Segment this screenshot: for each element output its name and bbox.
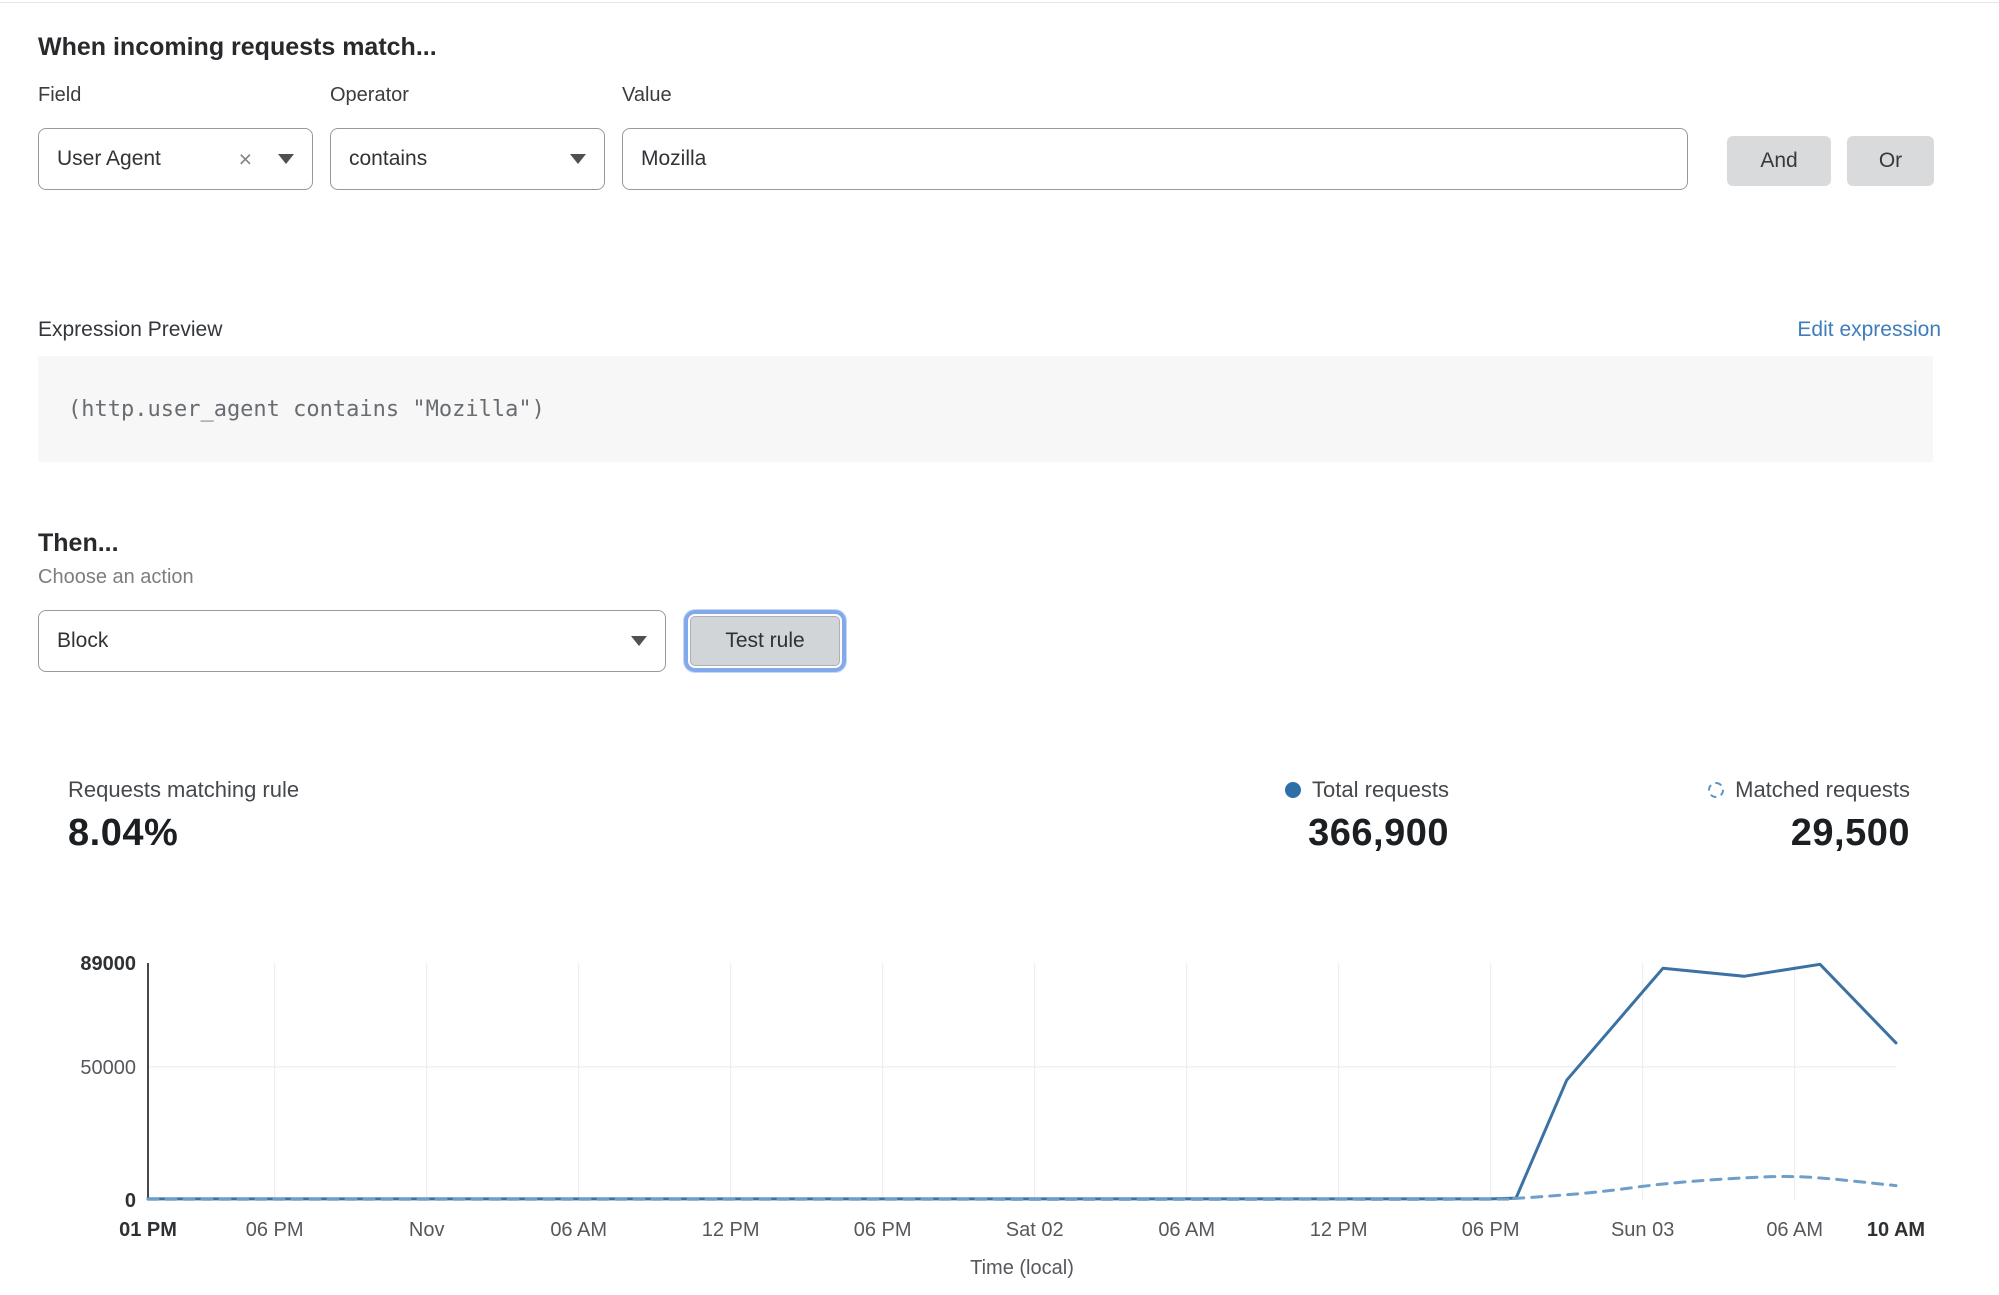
stat-label: Total requests [1312, 777, 1449, 802]
requests-chart: 0 50000 89000 01 PM 06 PM Nov 06 AM 12 PM 06 PM S… [80, 953, 1925, 1279]
stat-value: 8.04% [68, 812, 179, 854]
chart-x-tick-label: 06 AM [550, 1219, 607, 1241]
chart-x-axis-title: Time (local) [970, 1257, 1074, 1279]
page-title: When incoming requests match... [38, 32, 437, 61]
chart-line-total-requests [146, 962, 1898, 1201]
chart-x-tick-label: 06 PM [246, 1219, 304, 1241]
stat-value: 29,500 [1790, 812, 1910, 854]
or-button[interactable]: Or [1847, 136, 1934, 186]
then-title: Then... [38, 528, 119, 557]
field-select[interactable]: User Agent × [38, 128, 313, 190]
chart-y-tick-label: 89000 [80, 953, 136, 975]
test-rule-button[interactable]: Test rule [690, 616, 840, 666]
total-requests-legend-icon [1285, 782, 1302, 798]
choose-action-label: Choose an action [38, 566, 194, 588]
operator-label: Operator [330, 84, 409, 106]
operator-select-value: contains [349, 147, 428, 170]
field-select-value: User Agent [57, 147, 161, 170]
chart-line-matched-requests [146, 1174, 1898, 1201]
stat-value: 366,900 [1308, 812, 1449, 854]
chart-y-tick-label: 50000 [80, 1057, 136, 1079]
chart-x-tick-label: Sun 03 [1611, 1219, 1674, 1241]
chart-x-tick-label: 06 PM [1462, 1219, 1520, 1241]
clear-field-icon[interactable]: × [238, 145, 252, 172]
chart-x-tick-label: 12 PM [702, 1219, 760, 1241]
value-input[interactable] [622, 128, 1688, 190]
stat-matched-requests: Matched requests 29,500 [1511, 776, 1910, 855]
expression-preview-label: Expression Preview [38, 318, 223, 341]
action-select[interactable]: Block [38, 610, 666, 672]
stat-total-requests: Total requests 366,900 [1000, 776, 1449, 855]
chart-y-tick-label: 0 [125, 1190, 136, 1212]
action-select-value: Block [57, 629, 109, 652]
chart-x-tick-label: 12 PM [1310, 1219, 1368, 1241]
chevron-down-icon [278, 154, 294, 164]
stat-label: Requests matching rule [68, 777, 300, 802]
chart-x-tick-label: 10 AM [1867, 1219, 1925, 1241]
matched-requests-legend-icon [1708, 782, 1725, 798]
and-button[interactable]: And [1727, 136, 1831, 186]
chart-x-tick-label: Sat 02 [1006, 1219, 1064, 1241]
value-label: Value [622, 84, 672, 106]
top-divider [0, 2, 1999, 3]
chart-x-tick-label: 06 AM [1158, 1219, 1215, 1241]
chevron-down-icon [631, 636, 647, 646]
chart-x-tick-label: 01 PM [119, 1219, 177, 1241]
edit-expression-link[interactable]: Edit expression [1797, 318, 1941, 341]
stat-label: Matched requests [1735, 777, 1910, 802]
stat-requests-matching-rule: Requests matching rule 8.04% [68, 776, 299, 855]
field-label: Field [38, 84, 82, 106]
expression-code: (http.user_agent contains "Mozilla") [68, 396, 545, 422]
operator-select[interactable]: contains [330, 128, 605, 190]
chart-x-tick-label: Nov [409, 1219, 445, 1241]
expression-preview-box: (http.user_agent contains "Mozilla") [38, 356, 1933, 462]
chevron-down-icon [570, 154, 586, 164]
chart-x-tick-label: 06 PM [854, 1219, 912, 1241]
chart-x-tick-label: 06 AM [1766, 1219, 1823, 1241]
